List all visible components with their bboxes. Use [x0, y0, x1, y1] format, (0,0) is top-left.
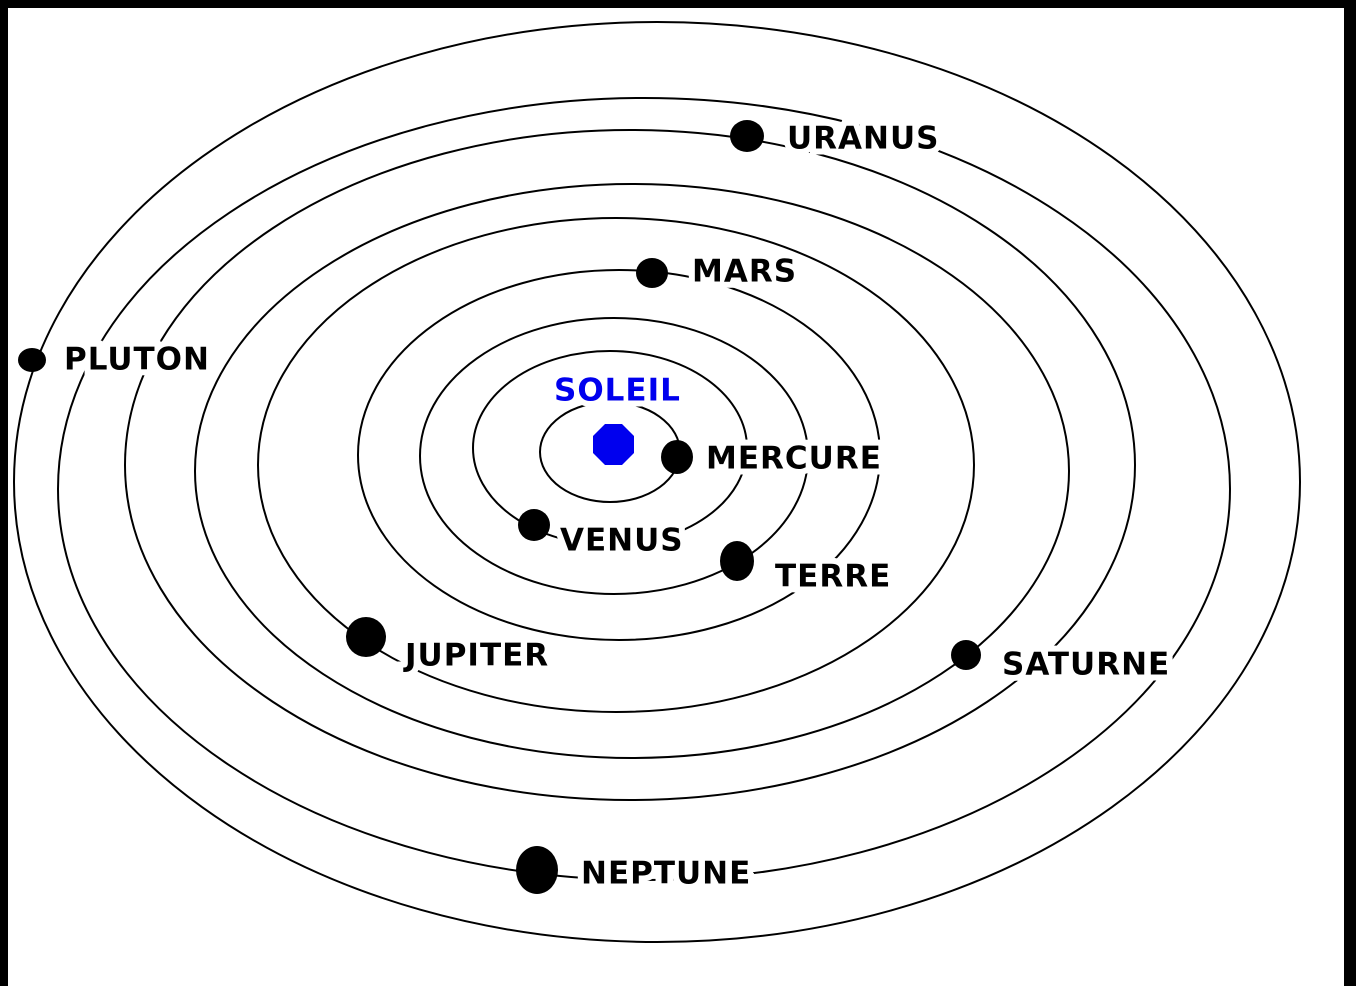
planet	[951, 640, 981, 670]
planet-label: VENUS	[560, 523, 684, 559]
solar-system-diagram: SOLEIL MERCURE VENUS TERRE MARS JUPITER …	[0, 0, 1356, 986]
planet	[346, 617, 386, 657]
planet	[636, 258, 668, 288]
planet	[730, 120, 764, 152]
planet	[518, 509, 550, 541]
planet-label: NEPTUNE	[581, 856, 751, 892]
planet-label: JUPITER	[403, 638, 549, 674]
sun	[593, 424, 634, 465]
planet-label: MARS	[692, 254, 797, 290]
planet-label: MERCURE	[706, 441, 882, 477]
planet-label: PLUTON	[64, 342, 210, 378]
planet	[661, 440, 693, 474]
planet-label: SATURNE	[1002, 647, 1170, 683]
planet	[516, 846, 558, 894]
canvas	[8, 8, 1344, 986]
planet-label: URANUS	[787, 121, 939, 157]
planet	[720, 541, 754, 581]
planet	[18, 348, 46, 372]
sun-label: SOLEIL	[554, 373, 681, 409]
planet-label: TERRE	[775, 559, 891, 595]
page: SOLEIL MERCURE VENUS TERRE MARS JUPITER …	[0, 0, 1356, 986]
